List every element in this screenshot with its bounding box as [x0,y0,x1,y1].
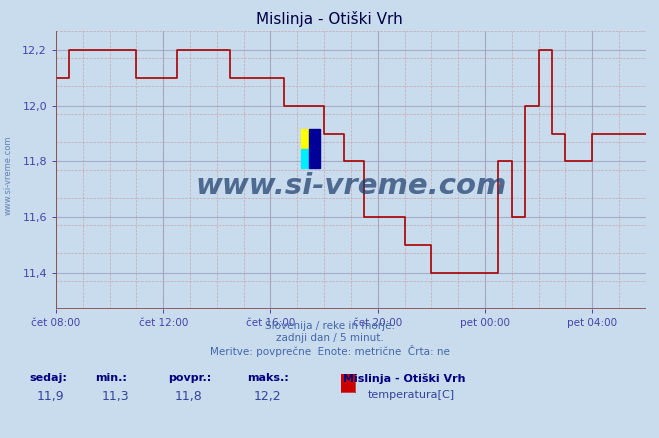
Text: Meritve: povprečne  Enote: metrične  Črta: ne: Meritve: povprečne Enote: metrične Črta:… [210,345,449,357]
Bar [301,129,311,149]
Text: min.:: min.: [96,373,127,383]
Text: sedaj:: sedaj: [30,373,67,383]
Text: povpr.:: povpr.: [168,373,212,383]
Text: www.si-vreme.com: www.si-vreme.com [3,135,13,215]
Bar [309,129,320,168]
Text: maks.:: maks.: [247,373,289,383]
Text: 11,8: 11,8 [175,390,202,403]
Text: Mislinja - Otiški Vrh: Mislinja - Otiški Vrh [343,373,465,384]
Text: 11,3: 11,3 [102,390,130,403]
Text: zadnji dan / 5 minut.: zadnji dan / 5 minut. [275,333,384,343]
Text: temperatura[C]: temperatura[C] [368,390,455,400]
Text: Slovenija / reke in morje.: Slovenija / reke in morje. [264,321,395,331]
Text: Mislinja - Otiški Vrh: Mislinja - Otiški Vrh [256,11,403,27]
Text: 11,9: 11,9 [36,390,64,403]
Text: 12,2: 12,2 [254,390,281,403]
Bar [301,149,311,168]
Text: www.si-vreme.com: www.si-vreme.com [195,173,507,201]
